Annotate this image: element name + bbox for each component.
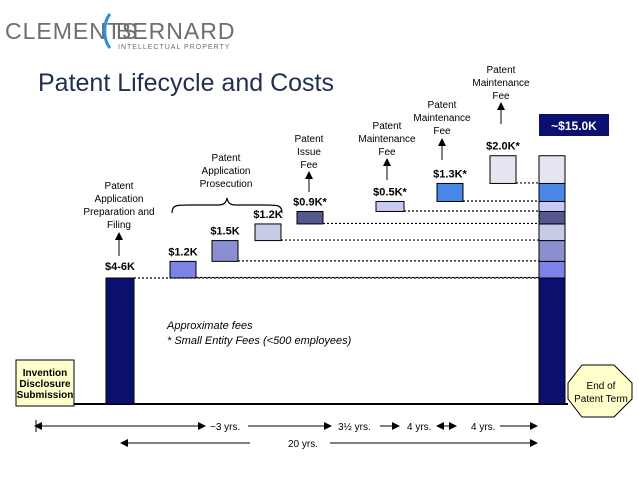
timeline-durations: ~3 yrs. 3½ yrs. 4 yrs. 4 yrs. 20 yrs. — [34, 420, 538, 450]
stage-label-maint-1: Patent Maintenance Fee — [358, 121, 416, 180]
maint1-label-line-1: Patent — [373, 121, 402, 132]
bar-stage-4 — [296, 210, 324, 225]
maint1-label-line-2: Maintenance — [358, 134, 416, 145]
value-label-stage-5: $0.5K* — [373, 186, 407, 198]
bar-stage-7 — [489, 155, 517, 184]
stage-label-prosecution: Patent Application Prosecution — [171, 153, 283, 214]
maint2-label-line-3: Fee — [433, 126, 451, 137]
bar-stage-3 — [254, 223, 282, 242]
invention-disclosure-box: Invention Disclosure Submission — [15, 359, 75, 407]
total-segment-6 — [538, 182, 566, 202]
prosecution-label-line-2: Application — [202, 166, 251, 177]
logo-arc-icon — [103, 13, 112, 49]
maint3-label-line-3: Fee — [492, 91, 510, 102]
total-segment-5 — [538, 200, 566, 212]
maint1-label-line-3: Fee — [378, 147, 396, 158]
bar-stage-1 — [169, 260, 197, 279]
value-label-stage-1: $1.2K — [168, 246, 197, 258]
total-segment-7 — [538, 155, 566, 184]
duration-label-first: ~3 yrs. — [210, 422, 240, 433]
page-title: Patent Lifecycle and Costs — [38, 69, 334, 97]
value-label-stage-3: $1.2K — [253, 209, 282, 221]
total-segment-1 — [538, 260, 566, 279]
value-label-stage-7: $2.0K* — [486, 141, 520, 153]
bar-stage-5 — [375, 200, 405, 212]
logo-left-word: CLEMENTS — [5, 18, 138, 44]
stage-label-maint-3: Patent Maintenance Fee — [472, 65, 530, 124]
bar-stage-6 — [436, 182, 464, 202]
total-segment-filing — [538, 277, 566, 405]
end-of-term-octagon: End of Patent Term — [567, 364, 633, 418]
total-cost-label: ~$15.0K — [551, 119, 597, 133]
maint3-label-line-2: Maintenance — [472, 78, 530, 89]
maint2-label-line-2: Maintenance — [413, 113, 471, 124]
total-segment-4 — [538, 210, 566, 225]
filing-label-line-3: Preparation and — [83, 207, 154, 218]
duration-label-fourth: 4 yrs. — [471, 422, 495, 433]
issue-label-line-2: Issue — [297, 147, 321, 158]
end-line-1: End of — [587, 381, 616, 392]
filing-label-line-1: Patent — [105, 181, 134, 192]
bar-stage-2 — [211, 240, 239, 262]
start-line-2: Disclosure — [19, 379, 71, 390]
duration-label-second: 3½ yrs. — [338, 422, 371, 433]
end-line-2: Patent Term — [574, 394, 628, 405]
value-label-filing: $4-6K — [105, 261, 135, 273]
prosecution-label-line-1: Patent — [212, 153, 241, 164]
prosecution-label-line-3: Prosecution — [200, 179, 253, 190]
issue-label-line-1: Patent — [295, 134, 324, 145]
maint3-label-line-1: Patent — [487, 65, 516, 76]
value-label-stage-6: $1.3K* — [433, 168, 467, 180]
stage-label-filing: Patent Application Preparation and Filin… — [83, 181, 155, 256]
filing-label-line-4: Filing — [107, 220, 131, 231]
bar-filing — [105, 277, 135, 405]
approximate-fees-note: Approximate fees — [166, 320, 253, 332]
stage-label-maint-2: Patent Maintenance Fee — [413, 100, 471, 160]
stage-label-issue: Patent Issue Fee — [295, 134, 324, 192]
start-line-1: Invention — [23, 368, 67, 379]
company-logo: CLEMENTS BERNARD INTELLECTUAL PROPERTY — [5, 13, 235, 51]
total-segment-2 — [538, 240, 566, 262]
small-entity-note: * Small Entity Fees (<500 employees) — [167, 335, 352, 347]
issue-label-line-3: Fee — [300, 160, 318, 171]
logo-right-word: BERNARD — [116, 18, 235, 44]
maint2-label-line-1: Patent — [428, 100, 457, 111]
filing-label-line-2: Application — [95, 194, 144, 205]
value-label-stage-2: $1.5K — [210, 226, 239, 238]
logo-tagline: INTELLECTUAL PROPERTY — [118, 44, 230, 51]
total-segment-3 — [538, 223, 566, 242]
total-cost-box: ~$15.0K — [539, 114, 609, 136]
prosecution-brace-icon — [171, 197, 283, 214]
value-label-stage-4: $0.9K* — [293, 196, 327, 208]
duration-label-total: 20 yrs. — [288, 439, 318, 450]
start-line-3: Submission — [17, 390, 74, 401]
duration-label-third: 4 yrs. — [407, 422, 431, 433]
chart-marks: $4-6K $1.2K $1.5K $1.2K $0.9K* $0.5K* $1.3K* $2… — [105, 141, 566, 405]
